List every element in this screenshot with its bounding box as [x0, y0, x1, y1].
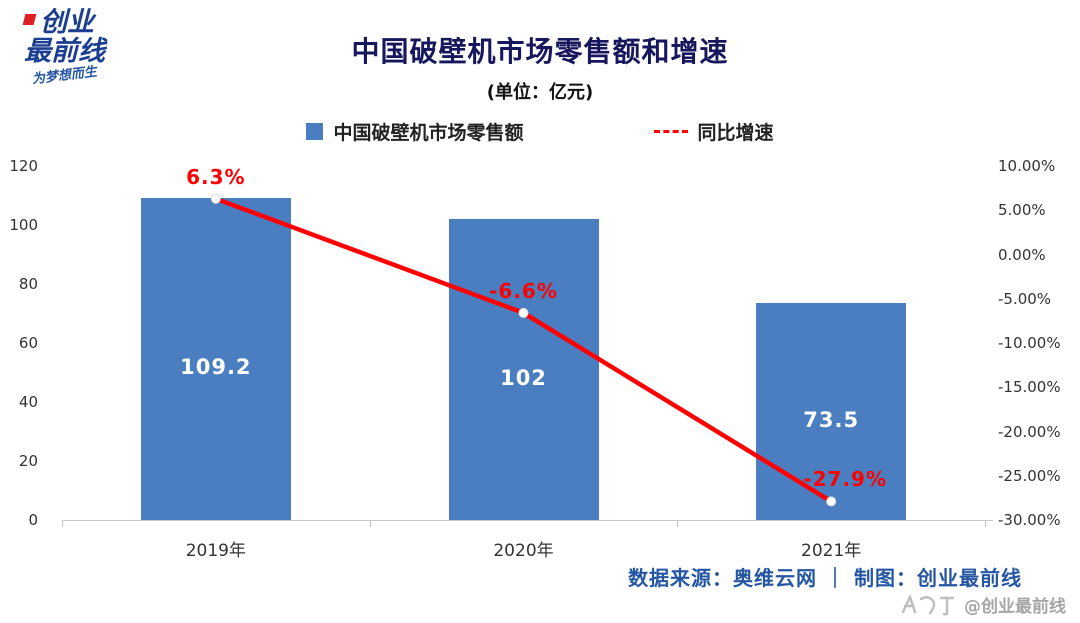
x-axis-label: 2020年 [493, 541, 554, 561]
bar-value-label: 109.2 [180, 354, 252, 379]
chart-title: 中国破壁机市场零售额和增速 [351, 35, 729, 68]
y2-axis-tick-label: -25.00% [998, 466, 1061, 485]
y2-axis-tick-label: -15.00% [998, 378, 1061, 397]
y-axis-tick-label: 80 [18, 275, 38, 293]
y2-axis-tick-label: 0.00% [998, 245, 1046, 264]
logo-text-line1: 创业 [40, 7, 94, 38]
y-axis-tick-label: 120 [9, 157, 38, 175]
x-axis-line [62, 520, 993, 521]
y2-axis-tick-label: -10.00% [998, 334, 1061, 352]
x-axis-tick [62, 520, 63, 527]
y-axis-tick-label: 60 [18, 334, 38, 352]
chart-unit-note: (单位：亿元) [486, 82, 594, 103]
y-axis-tick-label: 0 [28, 511, 38, 529]
x-axis-label: 2021年 [801, 541, 862, 561]
growth-value-label: -27.9% [803, 467, 887, 492]
x-axis-label: 2019年 [185, 541, 246, 561]
platform-logo-icon [901, 593, 955, 616]
y2-axis-tick-label: -30.00% [998, 511, 1061, 529]
x-axis-tick [677, 520, 679, 527]
y2-axis-tick-label: 10.00% [998, 157, 1056, 175]
bar-value-label: 73.5 [803, 407, 860, 432]
watermark: @创业最前线 [899, 592, 1066, 617]
x-axis-tick [985, 520, 986, 527]
legend-item-retail: 中国破壁机市场零售额 [306, 118, 524, 145]
line-legend-label: 同比增速 [697, 122, 774, 144]
legend-item-growth: 同比增速 [653, 118, 774, 145]
brand-logo: 创业 最前线 为梦想而生 [22, 7, 105, 88]
x-axis-tick [369, 520, 371, 527]
y2-axis-tick-label: -20.00% [998, 422, 1061, 441]
legend: 中国破壁机市场零售额 同比增速 [0, 118, 1080, 145]
y2-axis-tick-label: 5.00% [998, 201, 1046, 220]
bar-legend-label: 中国破壁机市场零售额 [333, 122, 524, 144]
source-note: 数据来源：奥维云网 ｜ 制图：创业最前线 [628, 566, 1022, 590]
watermark-text: @创业最前线 [964, 597, 1066, 617]
growth-value-label: 6.3% [186, 164, 246, 189]
bar-value-label: 102 [500, 365, 547, 390]
line-legend-swatch [653, 130, 688, 133]
growth-value-label: -6.6% [489, 278, 558, 303]
y-axis-tick-label: 20 [18, 452, 38, 470]
logo-text-line2: 最前线 [24, 36, 105, 68]
y-axis-tick-label: 40 [18, 393, 38, 411]
bar-legend-swatch [306, 123, 324, 140]
y2-axis-tick-label: -5.00% [998, 289, 1052, 308]
y-axis-tick-label: 100 [9, 216, 38, 234]
